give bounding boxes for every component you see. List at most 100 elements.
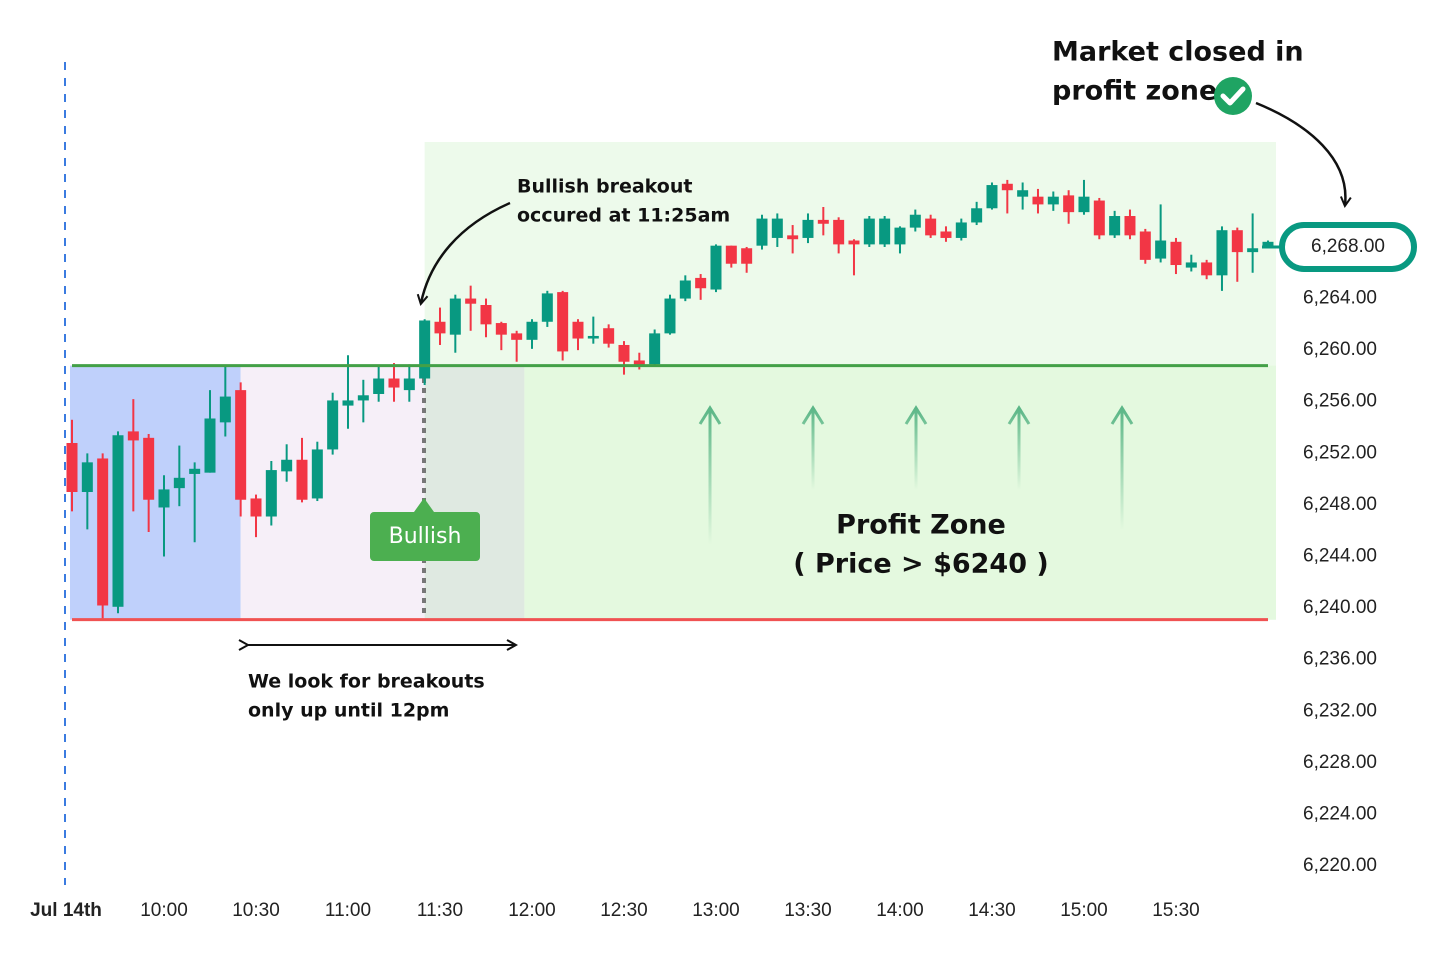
candle-body [388,378,400,388]
levels [72,364,1268,622]
callout-breakout: Bullish breakout [517,176,692,198]
callout-close: profit zone [1052,76,1217,107]
candle-body [587,335,599,339]
candle-body [1124,216,1136,236]
y-tick-label: 6,232.00 [1303,700,1377,721]
x-tick-label: 15:00 [1060,900,1108,921]
candle-body [373,378,385,394]
close-arrow [1255,101,1345,205]
candle-body [741,248,753,264]
breakout-arrow [421,201,511,303]
candle-body [802,219,814,238]
candle-body [495,323,507,335]
candle-body [511,333,523,340]
candle-body [879,218,891,245]
candle-body [143,437,155,500]
candle-body [219,396,231,423]
candle-body [1093,200,1105,236]
candle-body [480,305,492,325]
candle-body [1262,241,1274,247]
candle-body [787,235,799,240]
candle-body [1247,248,1259,253]
y-tick-label: 6,260.00 [1303,339,1377,360]
candle-body [618,344,630,362]
x-tick-label: 14:00 [876,900,924,921]
y-tick-label: 6,224.00 [1303,803,1377,824]
candle-body [296,459,308,500]
callout-close: Market closed in [1052,37,1304,68]
profit-arrows [698,405,1134,545]
y-tick-label: 6,220.00 [1303,855,1377,876]
candle-body [342,400,354,406]
x-tick-label: Jul 14th [30,900,102,921]
bullish-badge: Bullish [370,498,480,561]
candle-body [403,378,415,391]
candle-body [955,222,967,238]
candle-body [1063,195,1075,213]
candle-body [971,208,983,223]
x-tick-label: 14:30 [968,900,1016,921]
window-tail [424,365,525,620]
candle-body [649,333,661,365]
profit-zone-core [524,365,1276,620]
candle-body [311,449,323,499]
candle-body [679,280,691,299]
x-tick-label: 11:30 [417,900,463,921]
check-icon [1214,77,1252,115]
last-price-box [1279,221,1417,272]
opening-range [70,365,241,620]
y-tick-label: 6,244.00 [1303,546,1377,567]
candle-body [1109,216,1121,236]
zone-label: Profit Zone [836,510,1006,541]
candle-body [894,227,906,245]
x-tick-label: 12:00 [508,900,556,921]
y-tick-label: 6,228.00 [1303,752,1377,773]
candle-body [695,277,707,289]
zone-label: ( Price > $6240 ) [793,549,1049,580]
candle-body [97,458,109,606]
candle-body [986,185,998,209]
candle-body [940,231,952,238]
candle-body [127,431,139,441]
candle-body [235,390,247,500]
candle-body [1216,230,1228,276]
candle-body [756,218,768,246]
y-tick-label: 6,240.00 [1303,597,1377,618]
candle-body [710,245,722,290]
candle-body [189,468,201,474]
candle-body [725,245,737,264]
candle-body [112,435,124,607]
candle-body [526,321,538,340]
candle-body [81,462,93,493]
x-tick-label: 13:00 [692,900,740,921]
candle-body [633,360,645,366]
candle-body [281,459,293,472]
candle-body [572,321,584,339]
candle-body [66,442,78,493]
candle-body [158,489,170,508]
candle-body [1032,196,1044,205]
candle-body [465,298,477,304]
candle-body [557,292,569,352]
candle-body [603,328,615,344]
candle-body [449,298,461,335]
candle-body [1047,196,1059,205]
candle-body [848,240,860,245]
y-tick-label: 6,236.00 [1303,649,1377,670]
candle-body [664,298,676,334]
y-tick-label: 6,252.00 [1303,442,1377,463]
candle-body [1201,262,1213,276]
candle-body [1231,230,1243,253]
last-price-label: 6,268.00 [1311,236,1385,257]
candle-body [771,218,783,238]
x-tick-label: 15:30 [1152,900,1200,921]
callout-window: We look for breakouts [248,671,485,693]
x-tick-label: 12:30 [600,900,648,921]
candle-body [265,470,277,517]
candle-body [434,321,446,334]
candle-body [1017,190,1029,197]
axes: 6,220.00 6,224.00 6,228.00 6,232.00 6,236.00… [30,221,1417,921]
candle-body [817,219,829,224]
x-tick-label: 13:30 [784,900,832,921]
candle-body [1078,196,1090,213]
